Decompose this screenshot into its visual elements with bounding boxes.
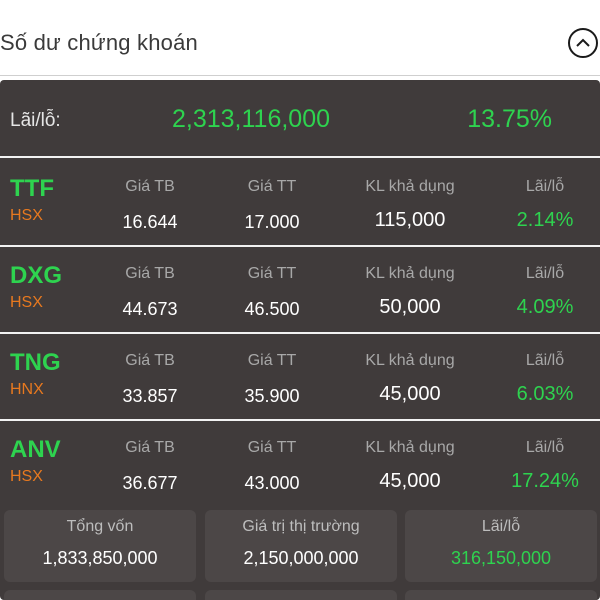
pnl-cell: Lãi/lỗ 4.09% <box>495 265 595 319</box>
market-price-label: Giá TT <box>247 265 297 282</box>
avg-price-label: Giá TB <box>125 439 175 456</box>
avg-price-cell: Giá TB 44.673 <box>100 265 200 320</box>
pnl-summary: Lãi/lỗ: 2,313,116,000 13.75% <box>0 80 600 158</box>
total-capital-card: Tổng vốn 1,833,850,000 <box>4 510 196 582</box>
avg-price-label: Giá TB <box>125 352 175 369</box>
holding-symbol: DXG <box>10 262 63 289</box>
pnl-value: 17.24% <box>511 470 579 492</box>
totals-section: Tổng vốn 1,833,850,000 Giá trị thị trườn… <box>0 508 600 600</box>
pnl-label: Lãi/lỗ <box>525 352 565 369</box>
holding-symbol: ANV <box>10 436 61 463</box>
holding-symbol: TTF <box>10 175 54 202</box>
market-price-cell: Giá TT 43.000 <box>222 439 322 494</box>
available-qty-value: 50,000 <box>379 296 441 318</box>
section-title: Số dư chứng khoán <box>0 30 198 55</box>
pnl-summary-amount: 2,313,116,000 <box>172 105 331 133</box>
chevron-up-icon <box>576 38 590 47</box>
market-value-value: 2,150,000,000 <box>243 548 359 568</box>
pnl-cell: Lãi/lỗ 6.03% <box>495 352 595 406</box>
section-header: Số dư chứng khoán <box>0 0 600 76</box>
market-price-value: 17.000 <box>244 212 300 232</box>
avg-price-label: Giá TB <box>125 178 175 195</box>
total-capital-value: 1,833,850,000 <box>42 548 158 568</box>
market-value-card: Giá trị thị trường 2,150,000,000 <box>205 510 397 582</box>
holding-exchange: HSX <box>10 468 43 485</box>
pnl-value: 2.14% <box>516 209 574 231</box>
pnl-cell: Lãi/lỗ 2.14% <box>495 178 595 232</box>
avg-price-cell: Giá TB 36.677 <box>100 439 200 494</box>
pnl-summary-label: Lãi/lỗ: <box>10 110 61 131</box>
available-qty-label: KL khả dụng <box>365 352 455 369</box>
available-qty-value: 115,000 <box>374 209 446 231</box>
avg-price-value: 36.677 <box>122 473 178 493</box>
market-price-label: Giá TT <box>247 352 297 369</box>
pnl-label: Lãi/lỗ <box>525 178 565 195</box>
available-qty-cell: KL khả dụng 115,000 <box>350 178 470 232</box>
available-qty-label: KL khả dụng <box>365 439 455 456</box>
available-qty-cell: KL khả dụng 45,000 <box>350 439 470 493</box>
avg-price-value: 16.644 <box>122 212 178 232</box>
available-qty-label: KL khả dụng <box>365 178 455 195</box>
total-pnl-card: Lãi/lỗ 316,150,000 <box>405 510 597 582</box>
holding-row[interactable]: ANV HSX Giá TB 36.677 Giá TT 43.000 KL khả… <box>0 421 600 508</box>
pnl-label: Lãi/lỗ <box>525 265 565 282</box>
market-price-label: Giá TT <box>247 178 297 195</box>
holding-exchange: HNX <box>10 381 44 398</box>
pnl-label: Lãi/lỗ <box>525 439 565 456</box>
market-price-cell: Giá TT 46.500 <box>222 265 322 320</box>
avg-price-value: 33.857 <box>122 386 178 406</box>
pnl-value: 4.09% <box>516 296 574 318</box>
partial-card <box>4 590 196 600</box>
market-price-value: 43.000 <box>244 473 300 493</box>
avg-price-label: Giá TB <box>125 265 175 282</box>
total-capital-label: Tổng vốn <box>66 518 134 535</box>
holding-exchange: HSX <box>10 294 43 311</box>
holding-row[interactable]: TTF HSX Giá TB 16.644 Giá TT 17.000 KL khả… <box>0 160 600 247</box>
avg-price-cell: Giá TB 33.857 <box>100 352 200 407</box>
avg-price-value: 44.673 <box>122 299 178 319</box>
pnl-summary-percent: 13.75% <box>467 105 552 133</box>
market-price-label: Giá TT <box>247 439 297 456</box>
market-price-cell: Giá TT 35.900 <box>222 352 322 407</box>
available-qty-cell: KL khả dụng 50,000 <box>350 265 470 319</box>
avg-price-cell: Giá TB 16.644 <box>100 178 200 233</box>
pnl-value: 6.03% <box>516 383 574 405</box>
portfolio-panel: Lãi/lỗ: 2,313,116,000 13.75% TTF HSX Giá… <box>0 80 600 600</box>
holding-row[interactable]: TNG HNX Giá TB 33.857 Giá TT 35.900 KL khả… <box>0 334 600 421</box>
available-qty-value: 45,000 <box>379 470 441 492</box>
holding-row[interactable]: DXG HSX Giá TB 44.673 Giá TT 46.500 KL khả… <box>0 247 600 334</box>
available-qty-label: KL khả dụng <box>365 265 455 282</box>
market-price-value: 35.900 <box>244 386 300 406</box>
holding-exchange: HSX <box>10 207 43 224</box>
market-price-value: 46.500 <box>244 299 300 319</box>
total-pnl-value: 316,150,000 <box>450 548 552 568</box>
market-price-cell: Giá TT 17.000 <box>222 178 322 233</box>
collapse-button[interactable] <box>568 28 598 58</box>
pnl-cell: Lãi/lỗ 17.24% <box>495 439 595 493</box>
market-value-label: Giá trị thị trường <box>242 518 360 535</box>
partial-card <box>205 590 397 600</box>
partial-card <box>405 590 597 600</box>
available-qty-value: 45,000 <box>379 383 441 405</box>
total-pnl-label: Lãi/lỗ <box>481 518 521 535</box>
holding-symbol: TNG <box>10 349 61 376</box>
available-qty-cell: KL khả dụng 45,000 <box>350 352 470 406</box>
